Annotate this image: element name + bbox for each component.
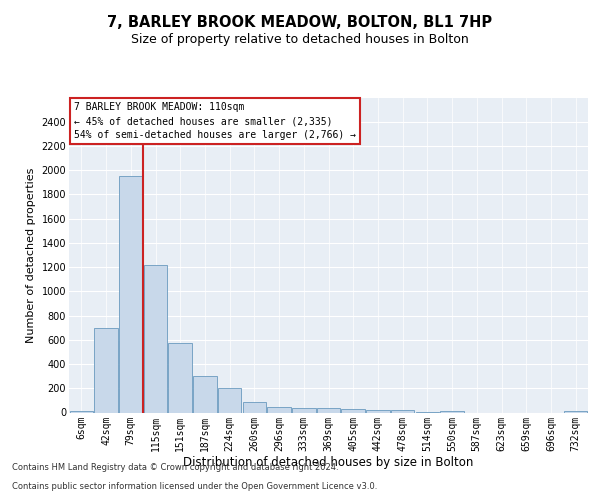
Bar: [193, 376, 217, 412]
Bar: [218, 388, 241, 412]
Bar: [564, 410, 587, 412]
Bar: [144, 264, 167, 412]
Text: Contains HM Land Registry data © Crown copyright and database right 2024.: Contains HM Land Registry data © Crown c…: [12, 464, 338, 472]
Bar: [268, 407, 291, 412]
Bar: [440, 410, 464, 412]
Text: 7 BARLEY BROOK MEADOW: 110sqm
← 45% of detached houses are smaller (2,335)
54% o: 7 BARLEY BROOK MEADOW: 110sqm ← 45% of d…: [74, 102, 356, 140]
Bar: [242, 402, 266, 412]
Bar: [292, 408, 316, 412]
Bar: [366, 410, 389, 412]
Bar: [70, 410, 93, 412]
Bar: [317, 408, 340, 412]
Text: Contains public sector information licensed under the Open Government Licence v3: Contains public sector information licen…: [12, 482, 377, 491]
Bar: [391, 410, 415, 412]
Bar: [169, 343, 192, 412]
Text: Size of property relative to detached houses in Bolton: Size of property relative to detached ho…: [131, 32, 469, 46]
Bar: [341, 410, 365, 412]
X-axis label: Distribution of detached houses by size in Bolton: Distribution of detached houses by size …: [184, 456, 473, 469]
Bar: [119, 176, 143, 412]
Bar: [94, 328, 118, 412]
Y-axis label: Number of detached properties: Number of detached properties: [26, 168, 36, 342]
Text: 7, BARLEY BROOK MEADOW, BOLTON, BL1 7HP: 7, BARLEY BROOK MEADOW, BOLTON, BL1 7HP: [107, 15, 493, 30]
